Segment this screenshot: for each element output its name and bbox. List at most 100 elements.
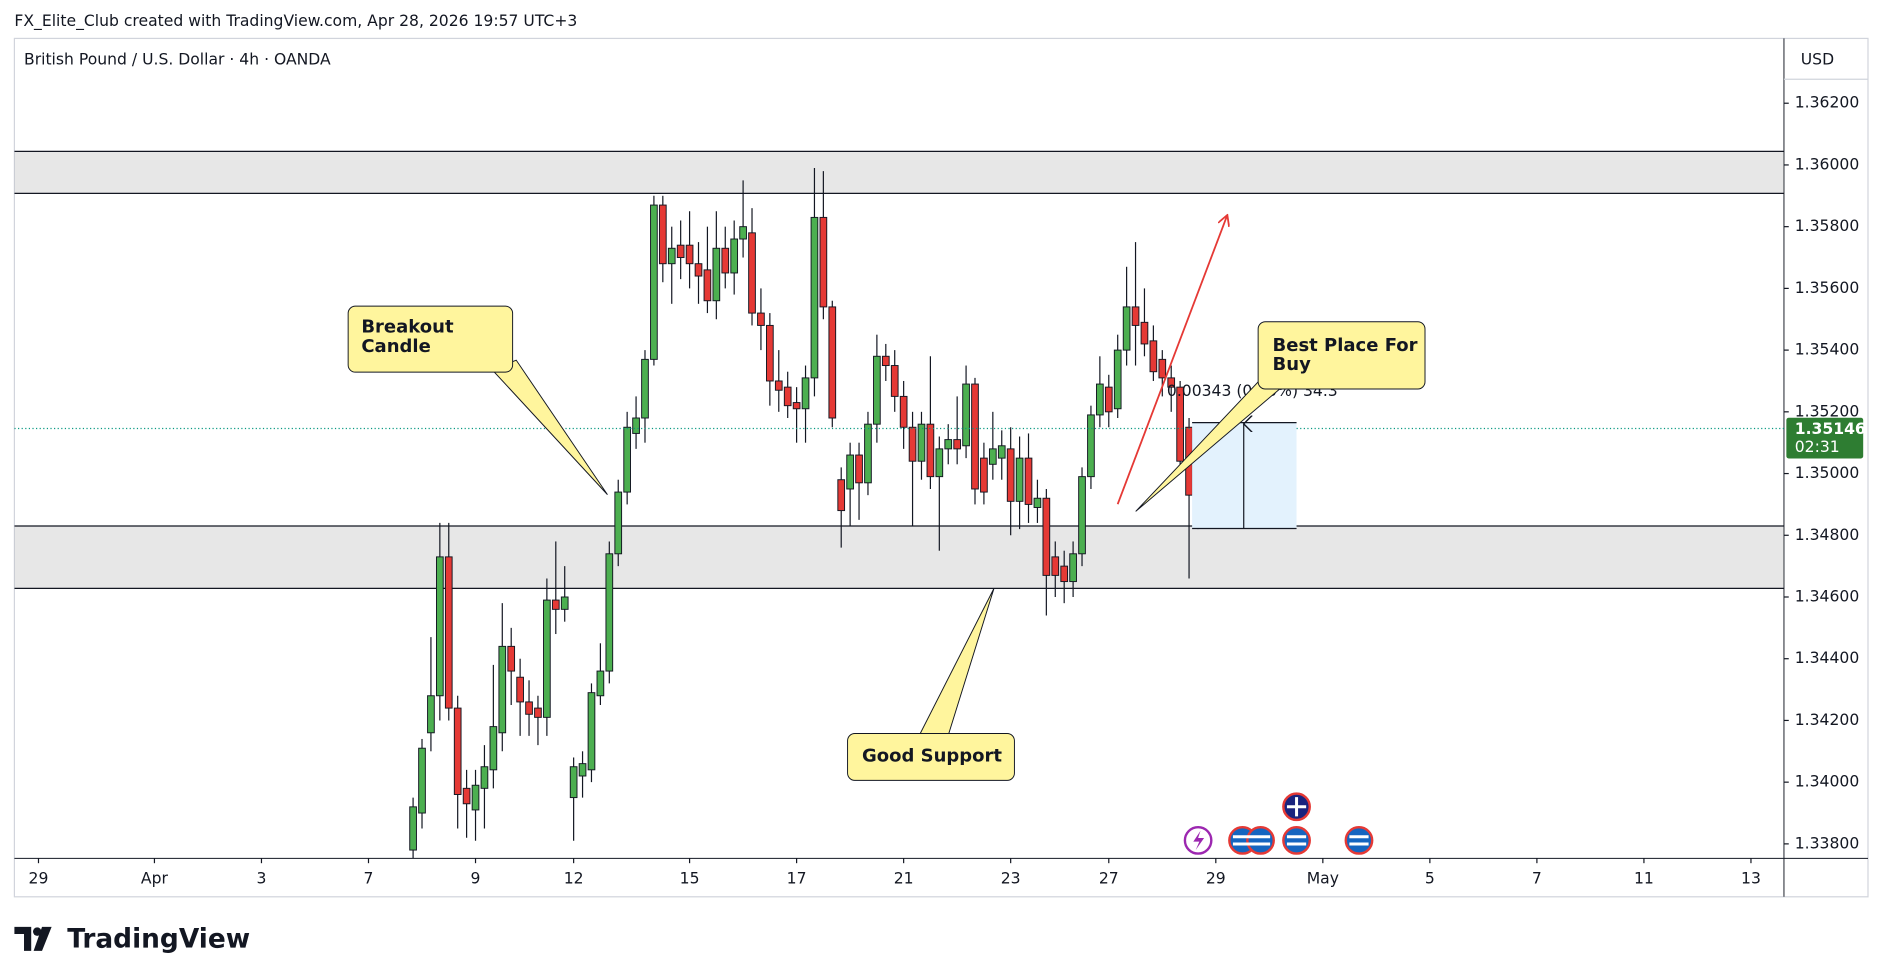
candle-body [766,324,774,382]
candle-body [587,692,596,771]
candle-body [1087,414,1095,478]
logo-text: TradingView [67,924,250,955]
flag-stripes [1232,797,1369,846]
x-tick-label: 23 [1001,869,1021,887]
y-tick-label: 1.35200 [1795,402,1859,420]
candle-body [801,377,810,410]
candle-body [783,386,792,407]
callout-cover [1259,322,1424,388]
y-tick-label: 1.35800 [1795,217,1859,235]
candle-body [881,355,890,367]
candle-body [507,645,516,672]
candle-body [1006,448,1015,502]
zone [14,151,1784,194]
x-tick-label: 7 [364,869,374,887]
x-tick-label: 13 [1741,869,1761,887]
candle-body [1060,565,1069,583]
candle-body [632,417,640,434]
x-tick-label: 27 [1099,869,1119,887]
candle-body [444,556,453,709]
candle-body [498,645,507,734]
x-tick-label: 21 [894,869,914,887]
x-tick-label: 29 [1206,869,1226,887]
candle-body [1069,553,1077,583]
y-tick-label: 1.34600 [1795,587,1859,605]
candle-body [721,247,730,274]
us-event[interactable] [1344,825,1374,855]
callout-cover [848,734,1014,780]
y-tick-label: 1.36200 [1795,94,1859,112]
candle-body [694,263,703,277]
candle-body [748,232,756,314]
candle-body [837,479,846,512]
candle-body [1078,476,1086,555]
symbol-legend: British Pound / U.S. Dollar · 4h · OANDA [24,51,331,69]
candle-body [676,244,685,259]
logo-dot [33,927,42,936]
candle-body [560,596,569,610]
candle-body [997,445,1006,459]
lightning [1193,830,1205,850]
candle-body [489,726,498,771]
candle-body [917,423,926,462]
candle-body [1096,383,1104,416]
candle-body [1158,358,1167,379]
candle-body [1104,386,1113,413]
candle-body [864,423,872,484]
candle-body [846,454,854,490]
candle-body [819,216,828,308]
candle-body [427,695,435,734]
x-tick-label: Apr [141,869,169,887]
price-label-box [1786,417,1864,459]
candle-body [971,383,979,490]
candle-body [953,439,961,450]
candle-body [525,701,533,715]
candle-body [890,365,899,397]
x-tick-label: 29 [29,869,49,887]
callout-text: Candle [361,336,430,357]
candle-body [436,556,444,697]
us-event[interactable] [1282,825,1311,855]
zone [14,526,1784,589]
candle-body [926,423,935,478]
candle-body [614,491,623,555]
callout-text: Best Place For [1273,335,1418,356]
us-event[interactable] [1246,825,1275,855]
callout-text: Buy [1273,354,1312,375]
callout-text: Good Support [862,745,1002,766]
candle-body [855,454,863,484]
candle-body [1149,340,1158,373]
candle-body [712,247,721,302]
candle-body [1176,386,1184,462]
candle-body [650,204,658,360]
candle-body [792,402,801,410]
candle-body [480,766,489,789]
candle-body [551,599,560,610]
candle-body [1051,556,1060,576]
candle-body [1122,306,1131,351]
callout-text: Breakout [361,317,454,338]
price-label: 1.35146 [1795,420,1866,438]
x-tick-label: 3 [257,869,267,887]
candle-body [516,676,524,703]
logo-mark [14,926,52,951]
x-tick-label: May [1307,869,1339,887]
x-tick-label: 5 [1425,869,1435,887]
event-icons [1183,792,1374,855]
chart-frame [13,37,1869,898]
candle-body [667,247,676,265]
candle-body [578,763,587,777]
y-tick-label: 1.35400 [1795,341,1859,359]
x-tick-label: 9 [471,869,481,887]
y-tick-label: 1.34000 [1795,773,1859,791]
attribution: FX_Elite_Club created with TradingView.c… [14,12,577,31]
candle-body [605,553,614,672]
candle-body [623,426,631,493]
candle-body [828,306,837,419]
candle-body [703,269,712,302]
candle-body [1033,497,1042,508]
